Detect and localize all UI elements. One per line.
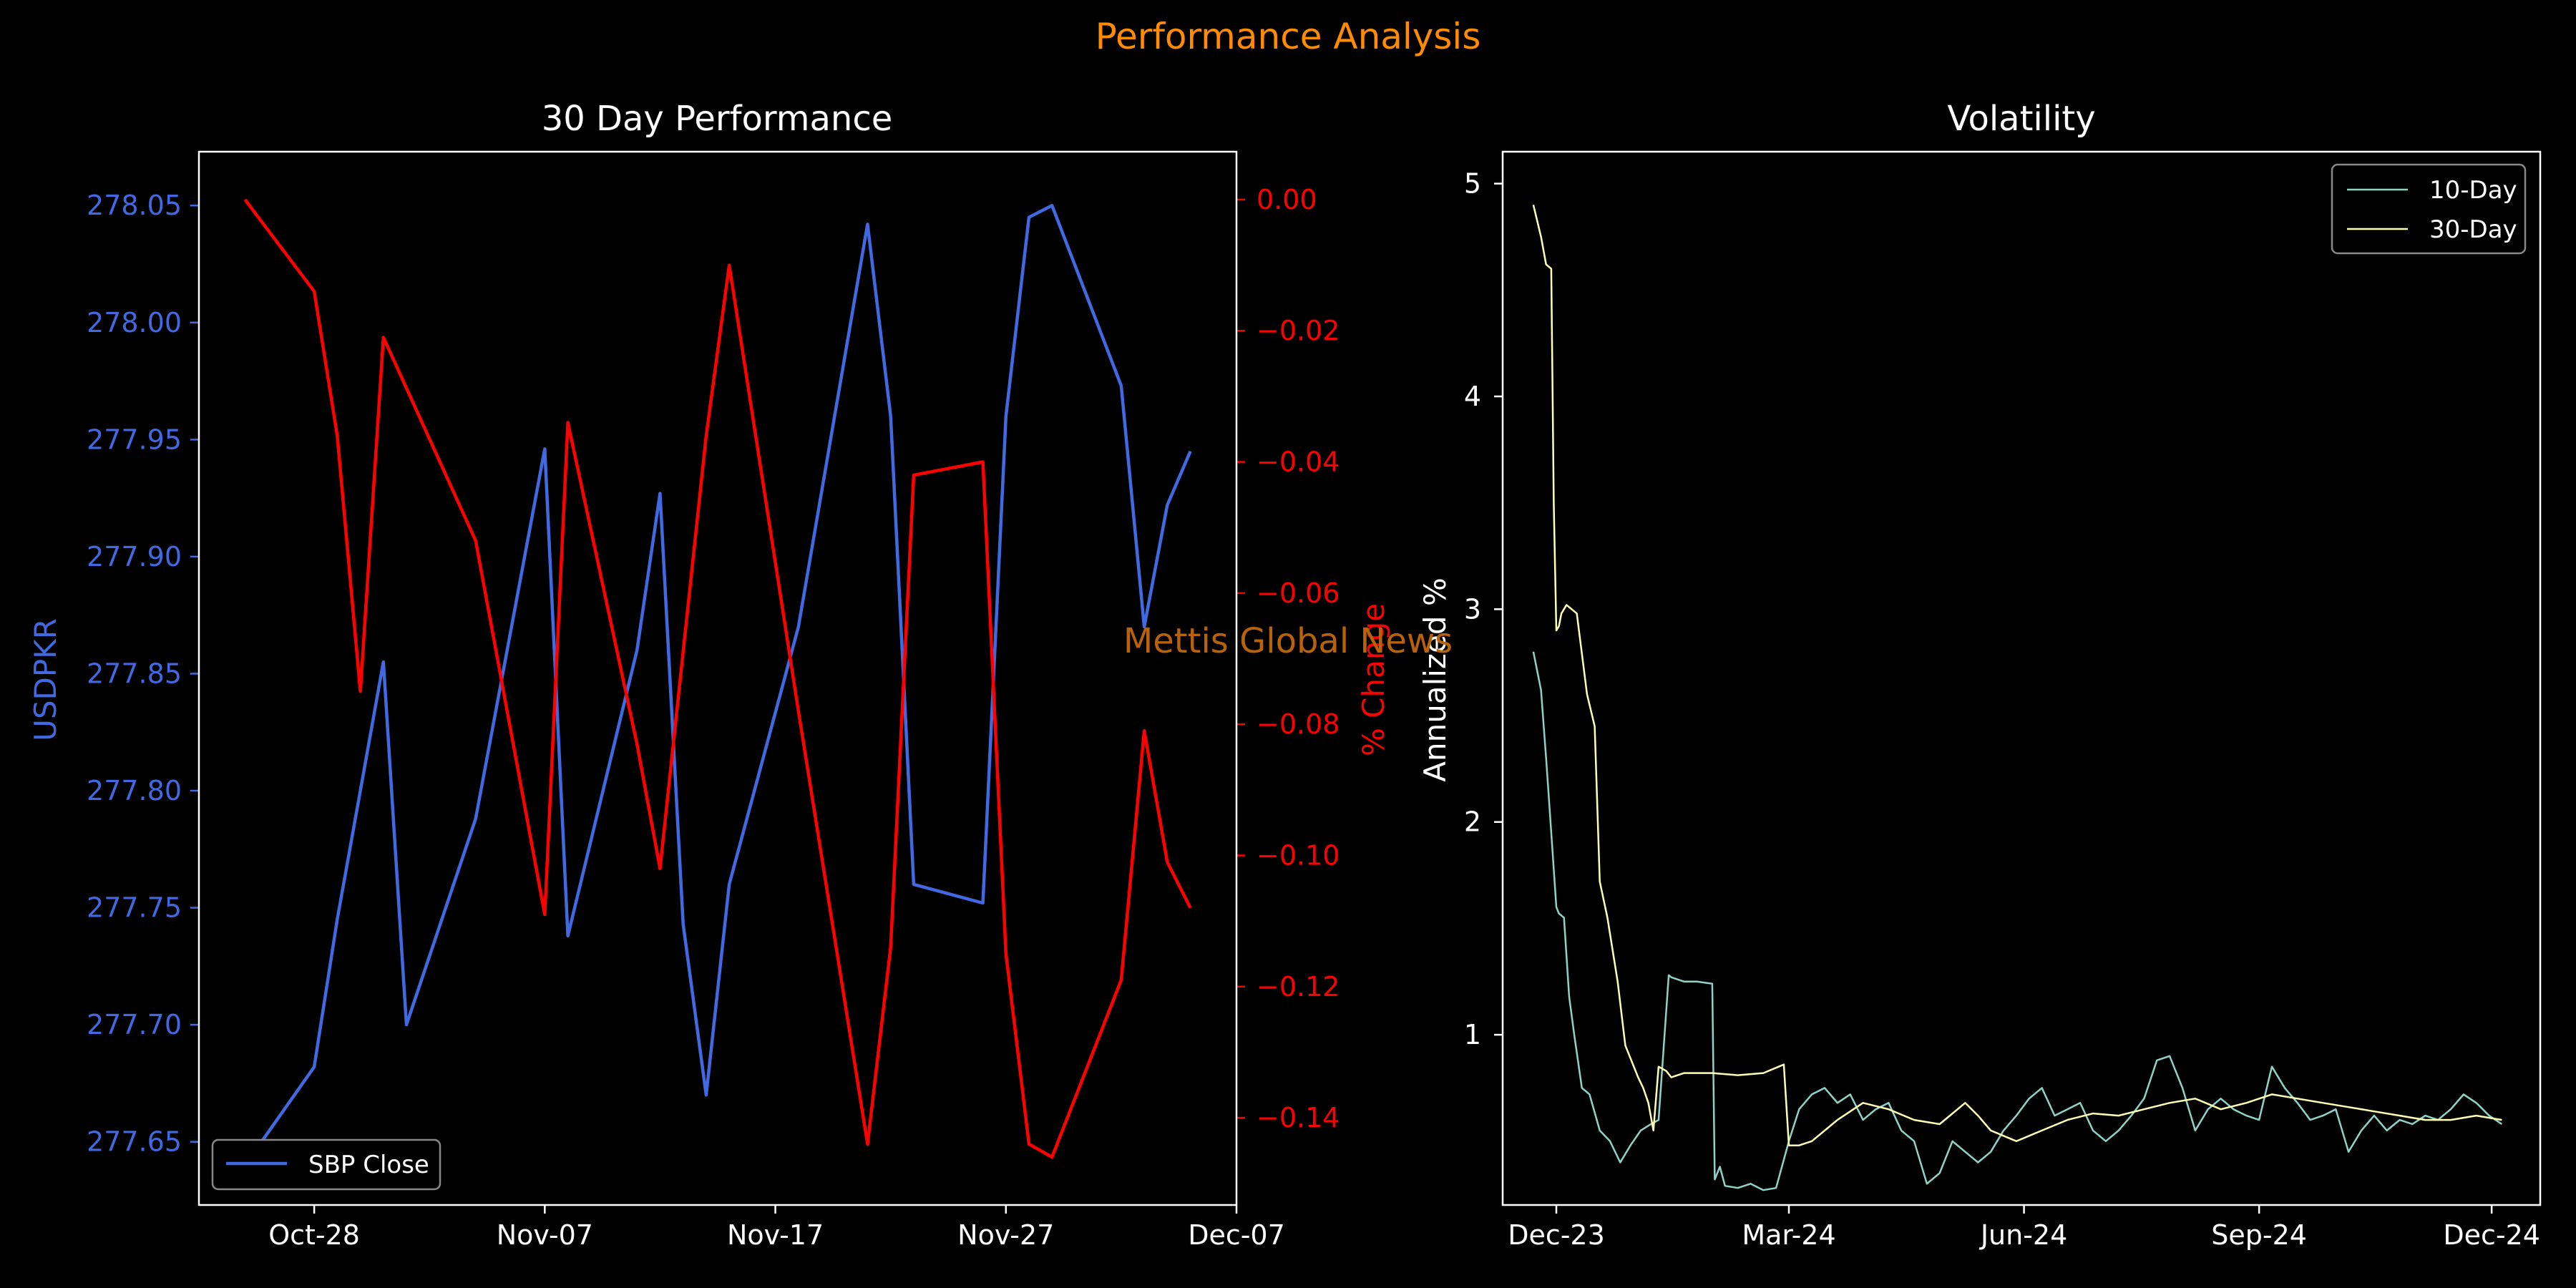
x-tick-label: Nov-17 [727, 1219, 824, 1251]
left-y-tick-label: 277.95 [87, 424, 182, 455]
y-tick-label: 1 [1464, 1019, 1481, 1050]
volatility-y-ticks: 1 2 3 4 5 [1464, 168, 1503, 1050]
performance-x-ticks: Oct-28 Nov-07 Nov-17 Nov-27 Dec-07 [268, 1205, 1285, 1251]
right-y-tick-label: −0.12 [1257, 971, 1340, 1002]
performance-plot-frame [197, 150, 1238, 1206]
x-tick-label: Jun-24 [1979, 1219, 2067, 1251]
right-y-axis-label: % Change [1356, 603, 1391, 756]
right-y-tick-label: −0.14 [1257, 1102, 1340, 1133]
left-y-tick-label: 277.90 [87, 541, 182, 572]
legend-box [211, 1138, 441, 1191]
x-tick-label: Dec-23 [1508, 1219, 1605, 1251]
left-y-axis-label: USDPKR [28, 618, 63, 741]
y-tick-label: 4 [1464, 381, 1481, 412]
left-y-tick-label: 277.80 [87, 775, 182, 806]
watermark: Mettis Global News [1123, 621, 1453, 661]
volatility-legend[interactable]: 10-Day 30-Day [2331, 163, 2527, 255]
x-tick-label: Dec-07 [1188, 1219, 1285, 1251]
sbp-close-line [243, 203, 1192, 1166]
performance-legend[interactable]: SBP Close [211, 1138, 441, 1191]
x-tick-label: Mar-24 [1742, 1219, 1835, 1251]
right-y-tick-label: −0.02 [1257, 315, 1340, 346]
x-tick-label: Oct-28 [268, 1219, 360, 1251]
right-y-tick-label: −0.10 [1257, 839, 1340, 871]
performance-right-y-ticks: 0.00 −0.02 −0.04 −0.06 −0.08 −0.10 −0.12 −0.14 [1236, 184, 1340, 1133]
volatility-y-axis-label: Annualized % [1418, 577, 1453, 781]
volatility-30-day-line [1532, 205, 2502, 1146]
left-y-tick-label: 277.65 [87, 1126, 182, 1158]
pct-change-line [243, 198, 1192, 1159]
volatility-chart-title: Volatility [1947, 99, 2095, 139]
left-y-tick-label: 277.70 [87, 1009, 182, 1040]
right-y-tick-label: −0.06 [1257, 577, 1340, 609]
y-tick-label: 3 [1464, 593, 1481, 625]
x-tick-label: Nov-07 [497, 1219, 593, 1251]
performance-series [243, 198, 1192, 1166]
x-tick-label: Nov-27 [957, 1219, 1054, 1251]
y-tick-label: 2 [1464, 806, 1481, 838]
performance-left-y-ticks: 277.65 277.70 277.75 277.80 277.85 277.90 277.… [87, 190, 199, 1158]
legend-label-30-day: 30-Day [2429, 215, 2517, 244]
performance-chart: 30 Day Performance USDPKR % Change Oct-2… [28, 99, 1391, 1251]
right-y-tick-label: 0.00 [1257, 184, 1317, 215]
left-y-tick-label: 278.00 [87, 307, 182, 338]
volatility-x-ticks: Dec-23 Mar-24 Jun-24 Sep-24 Dec-24 [1508, 1205, 2540, 1251]
performance-chart-title: 30 Day Performance [542, 99, 893, 139]
right-y-tick-label: −0.08 [1257, 708, 1340, 740]
volatility-10-day-line [1532, 651, 2503, 1191]
legend-label-10-day: 10-Day [2429, 176, 2517, 205]
legend-box [2331, 163, 2527, 255]
legend-label-sbp-close: SBP Close [308, 1151, 429, 1179]
left-y-tick-label: 277.75 [87, 892, 182, 924]
x-tick-label: Sep-24 [2211, 1219, 2307, 1251]
x-tick-label: Dec-24 [2443, 1219, 2540, 1251]
volatility-series [1532, 205, 2503, 1191]
y-tick-label: 5 [1464, 168, 1481, 200]
volatility-chart: Volatility Annualized % Dec-23 Mar-24 Jun-… [1418, 99, 2542, 1251]
left-y-tick-label: 277.85 [87, 658, 182, 689]
volatility-plot-frame [1501, 150, 2542, 1206]
figure-title: Performance Analysis [1096, 16, 1481, 57]
right-y-tick-label: −0.04 [1257, 447, 1340, 478]
left-y-tick-label: 278.05 [87, 190, 182, 221]
